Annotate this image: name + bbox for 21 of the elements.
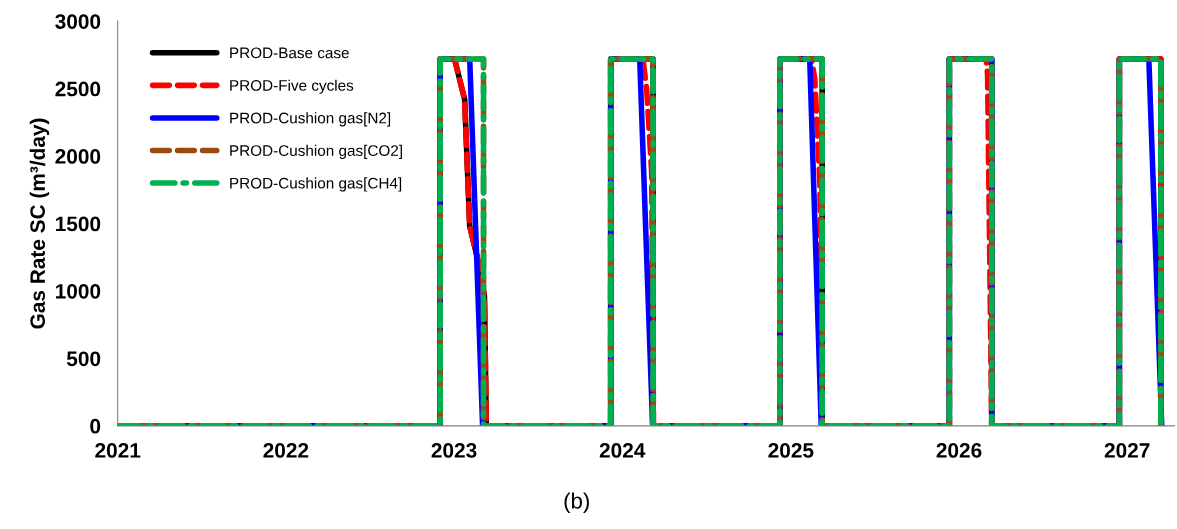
legend-label: PROD-Cushion gas[CO2] [230, 144, 402, 160]
x-tick-label: 2022 [263, 443, 309, 458]
x-tick-label: 2023 [431, 443, 477, 458]
x-tick-label: 2027 [1104, 443, 1150, 458]
y-tick-label: 1500 [56, 216, 101, 232]
legend-label: PROD-Cushion gas[CH4] [230, 177, 402, 192]
y-tick-label: 2000 [55, 149, 101, 164]
y-tick-label: 2500 [55, 81, 101, 97]
legend-label: PROD-Five cycles [230, 79, 354, 94]
x-tick-label: 2025 [768, 443, 814, 458]
x-tick-label: 2021 [95, 443, 141, 458]
y-tick-label: 1000 [56, 283, 101, 299]
text: (b) [564, 492, 589, 514]
legend-label: PROD-Base case [230, 47, 349, 59]
legend-label: PROD-Cushion gas[N2] [230, 112, 391, 127]
x-tick-label: 2024 [599, 443, 646, 458]
y-tick-label: 3000 [55, 14, 101, 29]
x-tick-label: 2026 [936, 443, 982, 458]
y-tick-label: 0 [90, 418, 101, 434]
y-tick-label: 500 [66, 351, 101, 367]
y-axis-title: Gas Rate SC (m³/day) [29, 118, 50, 329]
